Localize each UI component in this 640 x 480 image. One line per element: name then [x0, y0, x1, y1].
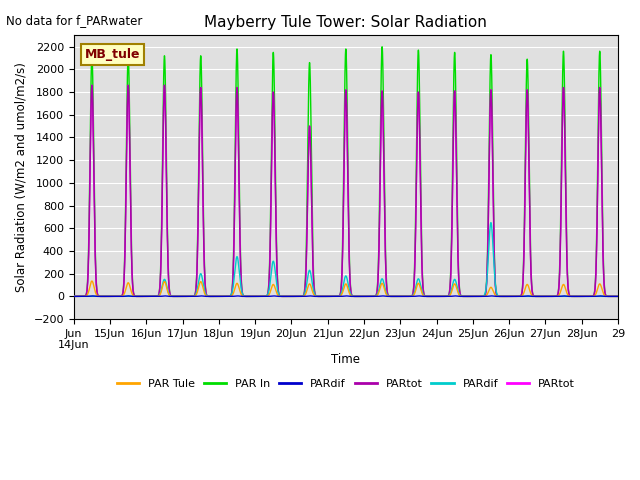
X-axis label: Time: Time [332, 353, 360, 366]
Legend: PAR Tule, PAR In, PARdif, PARtot, PARdif, PARtot: PAR Tule, PAR In, PARdif, PARtot, PARdif… [112, 374, 579, 393]
Y-axis label: Solar Radiation (W/m2 and umol/m2/s): Solar Radiation (W/m2 and umol/m2/s) [15, 62, 28, 292]
Title: Mayberry Tule Tower: Solar Radiation: Mayberry Tule Tower: Solar Radiation [204, 15, 487, 30]
Text: No data for f_PARwater: No data for f_PARwater [6, 14, 143, 27]
Text: MB_tule: MB_tule [84, 48, 140, 61]
